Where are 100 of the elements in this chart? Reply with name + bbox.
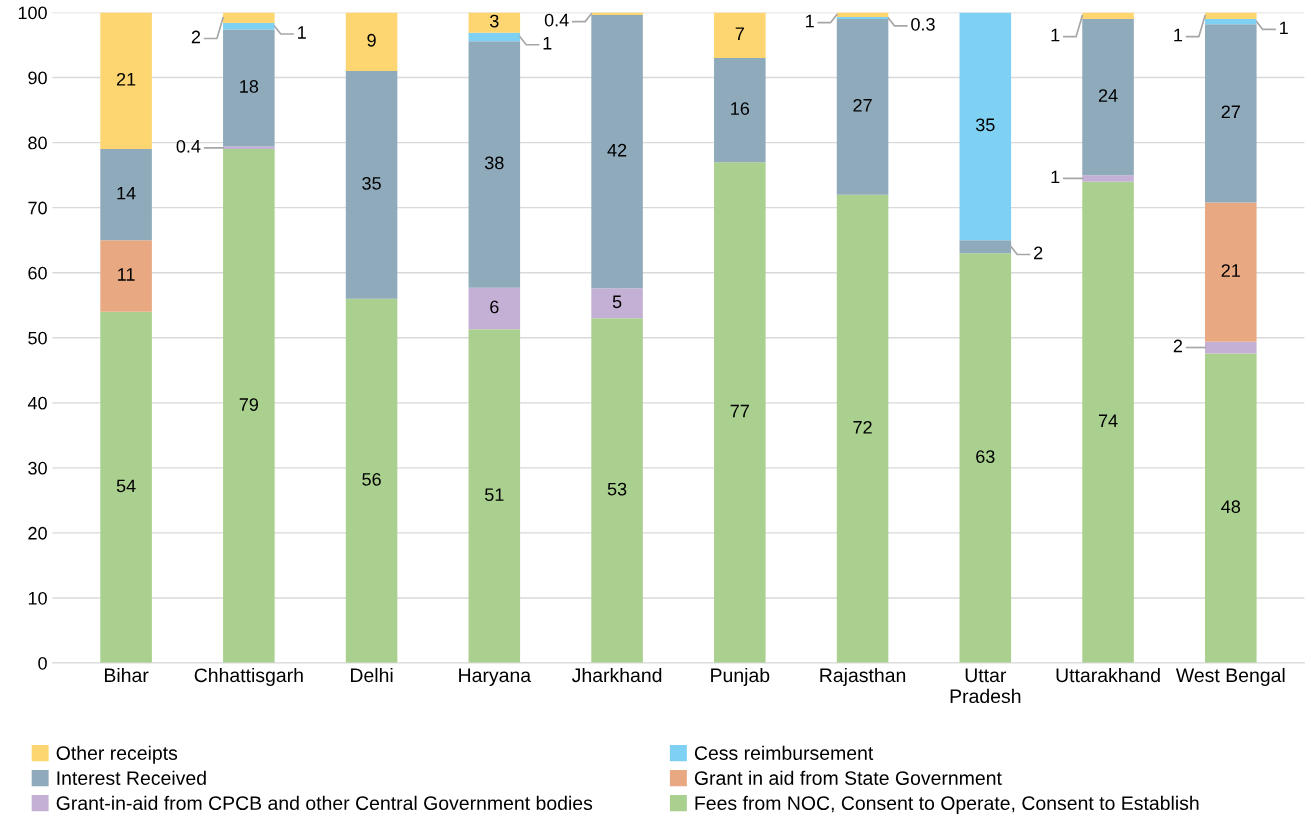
data-label: 16 bbox=[731, 102, 750, 115]
y-tick-label: 0 bbox=[38, 656, 47, 670]
y-tick-label: 60 bbox=[28, 266, 47, 280]
x-tick-label: Punjab bbox=[711, 667, 770, 687]
y-tick-label: 90 bbox=[28, 71, 47, 85]
bar bbox=[223, 12, 275, 23]
bar bbox=[959, 240, 1012, 254]
legend-label: Grant in aid from State Government bbox=[694, 770, 1002, 785]
data-label: 3 bbox=[489, 14, 499, 28]
data-label: 18 bbox=[240, 80, 259, 93]
data-label: 24 bbox=[1098, 89, 1118, 102]
data-label: 35 bbox=[362, 176, 381, 190]
bar bbox=[223, 29, 275, 147]
bar bbox=[1205, 353, 1257, 664]
bar bbox=[345, 71, 398, 299]
bar bbox=[468, 329, 521, 664]
data-label: 77 bbox=[730, 404, 749, 418]
y-tick-label: 50 bbox=[28, 331, 47, 345]
y-tick-label: 40 bbox=[27, 396, 47, 410]
data-label: 2 bbox=[191, 30, 201, 44]
bar bbox=[959, 12, 1012, 241]
data-label: 56 bbox=[362, 472, 381, 486]
data-label: 63 bbox=[976, 450, 995, 463]
data-label: 5 bbox=[612, 295, 622, 309]
x-tick-label: Jharkhand bbox=[571, 667, 662, 683]
data-label: 6 bbox=[490, 300, 499, 314]
bar bbox=[100, 149, 152, 241]
bar bbox=[1205, 24, 1257, 203]
bar bbox=[1082, 19, 1134, 176]
data-label: 1 bbox=[1174, 28, 1183, 42]
y-tick-label: 80 bbox=[28, 136, 47, 150]
bar bbox=[468, 12, 521, 33]
data-label: 9 bbox=[367, 33, 376, 47]
legend-label: Cess reimbursement bbox=[694, 745, 874, 760]
data-label: 79 bbox=[239, 398, 259, 411]
bar bbox=[714, 162, 766, 664]
data-label: 1 bbox=[1051, 170, 1060, 184]
data-label: 48 bbox=[1221, 500, 1241, 514]
data-label: 1 bbox=[1051, 28, 1060, 42]
data-label: 27 bbox=[853, 98, 872, 112]
bar bbox=[1082, 175, 1134, 182]
legend-label: Interest Received bbox=[57, 770, 206, 785]
x-tick-label: Chhattisgarh bbox=[194, 667, 303, 687]
data-label: 42 bbox=[607, 143, 627, 157]
data-label: 2 bbox=[1173, 339, 1183, 353]
x-tick-label: Rajasthan bbox=[820, 667, 906, 687]
bar bbox=[1082, 12, 1134, 20]
data-label: 11 bbox=[118, 268, 135, 281]
data-label: 27 bbox=[1221, 105, 1240, 119]
y-tick-label: 30 bbox=[28, 461, 47, 475]
bar bbox=[468, 287, 521, 330]
bar bbox=[223, 22, 275, 30]
data-label: 21 bbox=[1221, 264, 1240, 277]
data-label: 7 bbox=[735, 27, 744, 40]
data-label: 0.4 bbox=[176, 139, 201, 153]
data-label: 2 bbox=[1034, 246, 1043, 260]
legend-label: Grant-in-aid from CPCB and other Central Government bodies bbox=[56, 795, 593, 811]
data-label: 14 bbox=[117, 186, 136, 200]
x-tick-label: Haryana bbox=[459, 668, 532, 687]
x-tick-label: Delhi bbox=[351, 667, 393, 683]
data-label: 1 bbox=[806, 14, 814, 28]
x-tick-label: Bihar bbox=[104, 667, 149, 683]
bar bbox=[468, 41, 521, 288]
bar bbox=[1205, 202, 1257, 342]
legend-label: Fees from NOC, Consent to Operate, Consent to Establish bbox=[695, 795, 1199, 814]
data-label: 38 bbox=[484, 156, 504, 170]
x-tick-label: West Bengal bbox=[1175, 667, 1285, 687]
bar bbox=[836, 194, 889, 664]
bar bbox=[1205, 19, 1257, 25]
data-label: 1 bbox=[543, 36, 552, 50]
bar bbox=[345, 298, 398, 664]
bar bbox=[1205, 341, 1257, 354]
data-label: 1 bbox=[298, 26, 306, 39]
bar bbox=[468, 32, 521, 42]
x-tick-label: Uttar Pradesh bbox=[950, 668, 1021, 704]
bar bbox=[100, 311, 152, 664]
y-tick-label: 20 bbox=[28, 526, 47, 540]
bar bbox=[345, 12, 398, 72]
y-tick-label: 10 bbox=[28, 591, 47, 605]
data-label: 21 bbox=[116, 72, 136, 86]
bar bbox=[591, 318, 643, 664]
legend-label: Other receipts bbox=[56, 745, 178, 764]
bar bbox=[1205, 12, 1257, 20]
data-label: 53 bbox=[607, 482, 627, 496]
data-label: 51 bbox=[485, 488, 504, 502]
data-label: 54 bbox=[116, 479, 136, 493]
data-label: 0.4 bbox=[544, 13, 569, 27]
bar bbox=[1082, 181, 1134, 664]
bar bbox=[591, 15, 643, 289]
bar bbox=[714, 12, 766, 59]
data-label: 1 bbox=[1280, 21, 1288, 35]
y-tick-label: 70 bbox=[28, 201, 47, 215]
data-label: 74 bbox=[1098, 414, 1118, 428]
bar bbox=[223, 149, 275, 664]
bar bbox=[836, 19, 889, 195]
bar bbox=[959, 253, 1012, 664]
data-label: 35 bbox=[975, 118, 995, 132]
data-label: 0.3 bbox=[911, 17, 935, 31]
x-tick-label: Uttarakhand bbox=[1056, 667, 1160, 683]
data-label: 72 bbox=[853, 420, 872, 434]
